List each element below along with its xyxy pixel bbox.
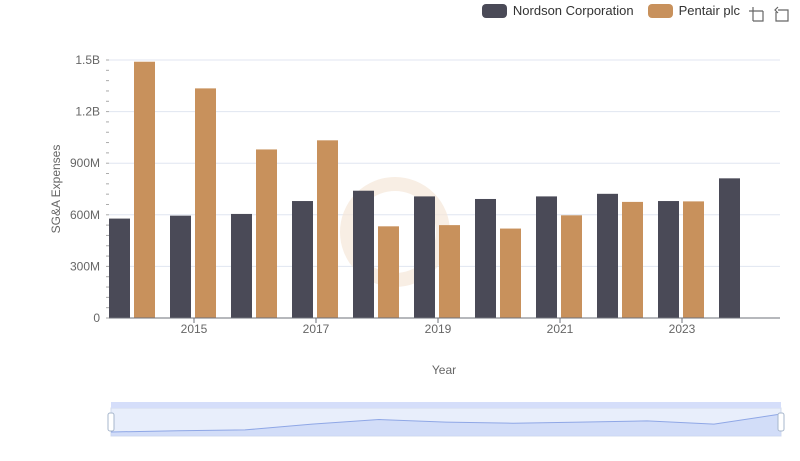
x-tick-label: 2015 bbox=[181, 322, 208, 336]
y-tick-label: 600M bbox=[70, 208, 100, 222]
x-tick-label: 2023 bbox=[669, 322, 696, 336]
bars bbox=[109, 61, 740, 318]
x-tick-label: 2017 bbox=[303, 322, 330, 336]
data-zoom-preview-area bbox=[111, 414, 781, 436]
y-axis-label: SG&A Expenses bbox=[49, 145, 63, 234]
chart-legend: Nordson Corporation Pentair plc bbox=[481, 3, 740, 18]
bar-pentair-2023[interactable] bbox=[683, 201, 704, 318]
bar-pentair-2018[interactable] bbox=[378, 226, 399, 318]
legend-swatch-nordson bbox=[481, 3, 507, 18]
bar-nordson-2017[interactable] bbox=[292, 201, 313, 318]
x-tick-label: 2021 bbox=[547, 322, 574, 336]
y-tick-label: 300M bbox=[70, 259, 100, 273]
bar-nordson-2021[interactable] bbox=[536, 196, 557, 318]
bar-pentair-2019[interactable] bbox=[439, 225, 460, 318]
restore-icon[interactable] bbox=[774, 6, 790, 22]
bar-nordson-2016[interactable] bbox=[231, 213, 252, 318]
axes: 0 300M 600M 900M 1.2B 1.5B 2015 2017 2019 2021 202… bbox=[70, 53, 780, 336]
y-tick-label: 1.2B bbox=[75, 105, 100, 119]
x-tick-label: 2019 bbox=[425, 322, 452, 336]
bar-pentair-2016[interactable] bbox=[256, 149, 277, 318]
bar-nordson-2015[interactable] bbox=[170, 215, 191, 318]
bar-nordson-2018[interactable] bbox=[353, 190, 374, 318]
bar-pentair-2020[interactable] bbox=[500, 228, 521, 318]
legend-item-pentair[interactable]: Pentair plc bbox=[647, 3, 740, 18]
legend-label-nordson: Nordson Corporation bbox=[512, 3, 634, 18]
zoom-icon[interactable] bbox=[748, 6, 764, 22]
x-axis-label: Year bbox=[432, 363, 456, 377]
bar-pentair-2021[interactable] bbox=[561, 215, 582, 318]
bar-nordson-2023[interactable] bbox=[658, 201, 679, 318]
bar-pentair-2017[interactable] bbox=[317, 140, 338, 318]
legend-item-nordson[interactable]: Nordson Corporation bbox=[481, 3, 634, 18]
bar-nordson-2020[interactable] bbox=[475, 198, 496, 318]
y-tick-label: 0 bbox=[93, 311, 100, 325]
data-zoom-top-bar[interactable] bbox=[111, 402, 781, 408]
data-zoom-preview-line bbox=[110, 413, 782, 433]
bar-pentair-2022[interactable] bbox=[622, 201, 643, 318]
bar-nordson-2022[interactable] bbox=[597, 193, 618, 318]
bar-nordson-2024[interactable] bbox=[719, 178, 740, 318]
y-tick-label: 1.5B bbox=[75, 53, 100, 67]
data-zoom-left-handle[interactable] bbox=[107, 412, 115, 432]
bar-pentair-2015[interactable] bbox=[195, 88, 216, 318]
data-zoom-right-handle[interactable] bbox=[777, 412, 785, 432]
legend-swatch-pentair bbox=[647, 3, 673, 18]
bar-nordson-2019[interactable] bbox=[414, 196, 435, 318]
legend-label-pentair: Pentair plc bbox=[678, 3, 740, 18]
y-tick-label: 900M bbox=[70, 156, 100, 170]
data-zoom-slider[interactable] bbox=[107, 402, 785, 437]
bar-nordson-2014[interactable] bbox=[109, 218, 130, 318]
bar-pentair-2014[interactable] bbox=[134, 61, 155, 318]
chart-toolbox bbox=[748, 6, 790, 22]
